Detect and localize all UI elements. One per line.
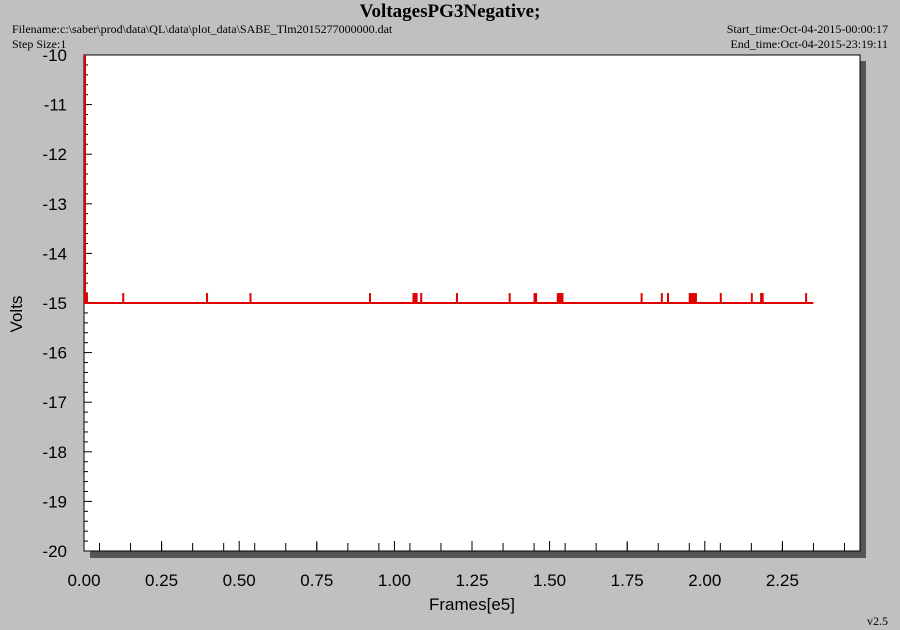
version-label: v2.5 <box>867 614 888 628</box>
start-time-label: Start_time:Oct-04-2015-00:00:17 <box>726 22 888 36</box>
x-axis-label: Frames[e5] <box>429 595 515 614</box>
y-tick-label: -10 <box>42 46 67 65</box>
x-axis: 0.00 0.25 0.50 0.75 1.00 1.25 1.50 1.75 2.00 2.25 <box>67 541 845 590</box>
y-tick-label: -11 <box>44 96 67 115</box>
x-tick-label: 1.00 <box>378 571 411 590</box>
x-tick-label: 2.25 <box>766 571 799 590</box>
end-time-label: End_time:Oct-04-2015-23:19:11 <box>730 37 888 51</box>
series-layer <box>84 55 814 304</box>
y-tick-label: -19 <box>42 492 67 511</box>
y-tick-label: -13 <box>42 195 67 214</box>
y-tick-label: -17 <box>42 393 67 412</box>
x-tick-label: 0.75 <box>300 571 333 590</box>
y-tick-label: -18 <box>42 443 67 462</box>
chart-title: VoltagesPG3Negative; <box>359 1 541 22</box>
y-axis-label: Volts <box>7 296 26 333</box>
x-tick-label: 1.25 <box>455 571 488 590</box>
y-tick-label: -16 <box>42 344 67 363</box>
x-tick-label: 1.75 <box>611 571 644 590</box>
step-size-label: Step Size:1 <box>12 37 67 51</box>
x-tick-label: 2.00 <box>688 571 721 590</box>
x-tick-label: 0.25 <box>145 571 178 590</box>
y-tick-label: -15 <box>42 294 67 313</box>
y-tick-label: -14 <box>42 244 67 263</box>
x-tick-label: 0.00 <box>67 571 100 590</box>
x-tick-label: 0.50 <box>223 571 256 590</box>
x-tick-label: 1.50 <box>533 571 566 590</box>
y-tick-label: -12 <box>42 145 67 164</box>
filename-label: Filename:c:\saber\prod\data\QL\data\plot… <box>12 22 393 36</box>
y-tick-label: -20 <box>42 542 67 561</box>
